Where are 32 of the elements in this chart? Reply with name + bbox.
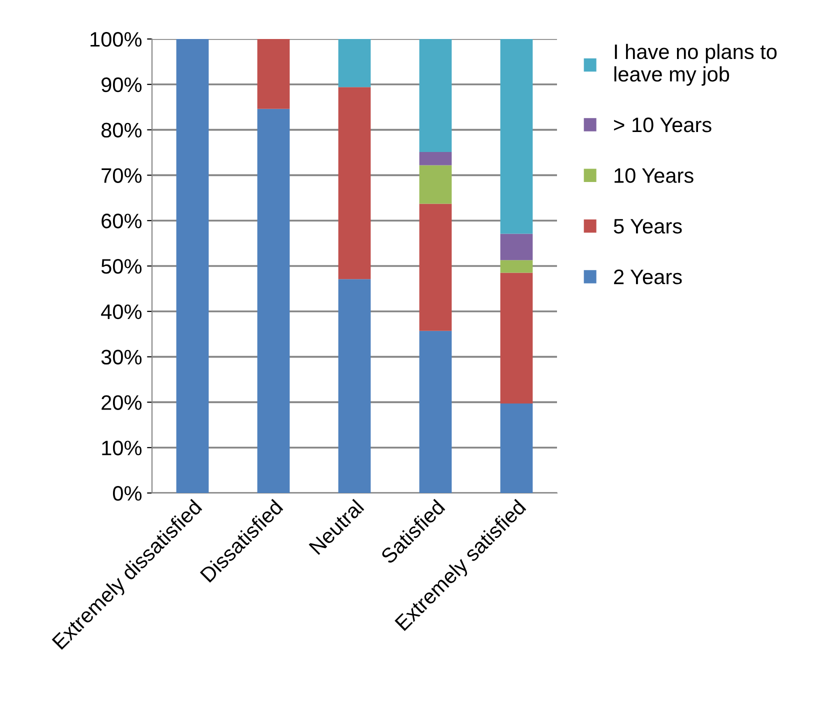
y-tick-label: 50%: [101, 259, 142, 274]
bar: [419, 39, 452, 152]
bar: [500, 404, 533, 493]
bar: [419, 165, 452, 204]
y-tick-label: 100%: [90, 32, 142, 47]
legend-label: 2 Years: [614, 270, 682, 284]
y-tick-label: 10%: [102, 440, 142, 456]
bar: [419, 330, 452, 493]
y-tick-label: 40%: [101, 304, 142, 320]
bar: [257, 108, 290, 493]
y-tick-label: 90%: [102, 77, 142, 92]
y-tick-label: 0%: [112, 486, 142, 501]
y-tick-label: 20%: [102, 395, 142, 410]
bar: [338, 279, 371, 493]
bar: [338, 87, 371, 280]
bar: [500, 272, 533, 404]
bar: [500, 260, 533, 273]
bar: [338, 39, 371, 88]
bar: [176, 39, 209, 493]
y-tick-label: 70%: [102, 168, 142, 183]
bar: [419, 152, 452, 166]
y-tick-label: 80%: [101, 122, 142, 138]
legend-label: 5 Years: [614, 219, 682, 234]
legend-label: 10 Years: [614, 168, 694, 183]
bar: [500, 39, 533, 234]
legend-label: I have no plans to leave my job: [614, 44, 777, 86]
y-tick-label: 30%: [101, 350, 142, 365]
legend-label: > 10 Years: [614, 118, 712, 132]
bar: [257, 39, 290, 109]
y-tick-label: 60%: [102, 214, 142, 228]
bar: [419, 204, 452, 331]
bar: [500, 234, 533, 260]
